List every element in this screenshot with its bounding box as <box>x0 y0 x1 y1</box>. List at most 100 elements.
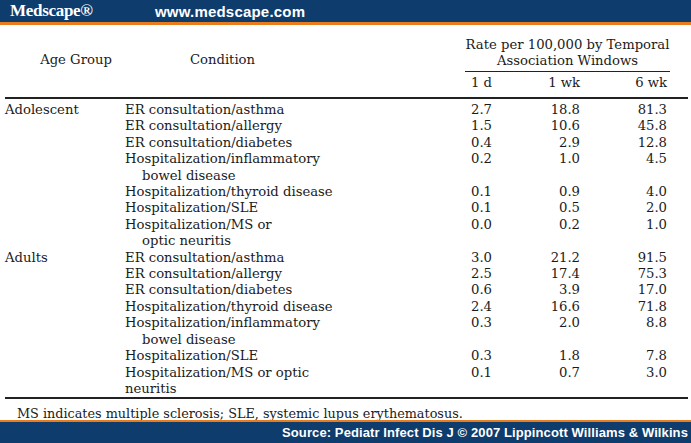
column-header-age-group: Age Group <box>5 30 125 98</box>
value-6wk: 91.5 <box>580 250 688 266</box>
value-6wk: 3.0 <box>580 365 688 399</box>
condition-cell: Hospitalization/inflammatory bowel diseas… <box>125 151 350 184</box>
value-6wk: 12.8 <box>580 135 688 151</box>
table-row: ER consultation/diabetes 0.6 3.9 17.0 <box>5 282 688 298</box>
table-row: Hospitalization/SLE 0.3 1.8 7.8 <box>5 348 688 364</box>
age-group-cell <box>5 365 125 399</box>
condition-cell: Hospitalization/SLE <box>125 200 350 216</box>
condition-text: Hospitalization/MS or <box>125 217 272 232</box>
table-row: Adults ER consultation/asthma 3.0 21.2 9… <box>5 250 688 266</box>
value-1wk: 0.9 <box>492 184 580 200</box>
value-1d: 0.0 <box>350 217 492 250</box>
age-group-cell <box>5 118 125 134</box>
table-row: Hospitalization/thyroid disease 0.1 0.9 … <box>5 184 688 200</box>
medscape-url: www.medscape.com <box>155 3 305 20</box>
condition-cell: Hospitalization/thyroid disease <box>125 299 350 315</box>
value-1wk: 18.8 <box>492 98 580 118</box>
condition-text: Hospitalization/inflammatory <box>125 151 320 166</box>
value-6wk: 81.3 <box>580 98 688 118</box>
table-row: Hospitalization/SLE 0.1 0.5 2.0 <box>5 200 688 216</box>
condition-text: Hospitalization/MS or optic neuritis <box>125 365 309 396</box>
value-1d: 0.3 <box>350 315 492 348</box>
condition-cell: Hospitalization/SLE <box>125 348 350 364</box>
value-6wk: 8.8 <box>580 315 688 348</box>
table-row: Hospitalization/inflammatory bowel diseas… <box>5 151 688 184</box>
value-6wk: 4.5 <box>580 151 688 184</box>
value-6wk: 45.8 <box>580 118 688 134</box>
value-1wk: 0.2 <box>492 217 580 250</box>
condition-text-line2: bowel disease <box>125 168 350 184</box>
value-6wk: 17.0 <box>580 282 688 298</box>
condition-text-line2: optic neuritis <box>125 233 350 249</box>
value-6wk: 7.8 <box>580 348 688 364</box>
value-1wk: 1.8 <box>492 348 580 364</box>
condition-cell: ER consultation/allergy <box>125 118 350 134</box>
value-6wk: 75.3 <box>580 266 688 282</box>
table-row: Hospitalization/thyroid disease 2.4 16.6… <box>5 299 688 315</box>
value-1d: 0.6 <box>350 282 492 298</box>
age-group-cell: Adults <box>5 250 125 266</box>
condition-text: ER consultation/asthma <box>125 250 284 265</box>
value-6wk: 4.0 <box>580 184 688 200</box>
column-header-6wk: 6 wk <box>580 72 688 98</box>
value-6wk: 71.8 <box>580 299 688 315</box>
age-group-cell <box>5 348 125 364</box>
condition-cell: ER consultation/asthma <box>125 98 350 118</box>
condition-text: ER consultation/diabetes <box>125 135 292 150</box>
table-row: ER consultation/allergy 2.5 17.4 75.3 <box>5 266 688 282</box>
value-1wk: 2.0 <box>492 315 580 348</box>
value-1wk: 1.0 <box>492 151 580 184</box>
age-group-cell: Adolescent <box>5 98 125 118</box>
table-row: Hospitalization/MS or optic neuritis 0.1… <box>5 365 688 399</box>
condition-cell: ER consultation/asthma <box>125 250 350 266</box>
value-1d: 2.5 <box>350 266 492 282</box>
column-header-1d: 1 d <box>350 72 492 98</box>
age-group-cell <box>5 299 125 315</box>
value-1wk: 0.7 <box>492 365 580 399</box>
value-1d: 3.0 <box>350 250 492 266</box>
value-1wk: 21.2 <box>492 250 580 266</box>
condition-cell: ER consultation/diabetes <box>125 282 350 298</box>
condition-cell: Hospitalization/inflammatorybowel diseas… <box>125 315 350 348</box>
value-1d: 0.1 <box>350 200 492 216</box>
table-row: ER consultation/allergy 1.5 10.6 45.8 <box>5 118 688 134</box>
medscape-slide: Medscape® www.medscape.com Age Group Con… <box>0 0 691 443</box>
value-1d: 2.7 <box>350 98 492 118</box>
age-group-cell <box>5 266 125 282</box>
age-group-cell <box>5 282 125 298</box>
age-group-cell <box>5 184 125 200</box>
age-group-cell <box>5 200 125 216</box>
rate-group-label-line2: Association Windows <box>497 53 638 68</box>
condition-cell: Hospitalization/MS oroptic neuritis <box>125 217 350 250</box>
table-row: ER consultation/diabetes 0.4 2.9 12.8 <box>5 135 688 151</box>
value-1wk: 17.4 <box>492 266 580 282</box>
age-group-cell <box>5 135 125 151</box>
condition-cell: Hospitalization/MS or optic neuritis <box>125 365 350 399</box>
value-1d: 0.4 <box>350 135 492 151</box>
condition-text: ER consultation/diabetes <box>125 282 292 297</box>
value-1wk: 16.6 <box>492 299 580 315</box>
table-row: Hospitalization/MS oroptic neuritis 0.0 … <box>5 217 688 250</box>
rate-table-body: Adolescent ER consultation/asthma 2.7 18… <box>5 98 688 398</box>
value-1wk: 3.9 <box>492 282 580 298</box>
medscape-logo: Medscape® <box>10 1 155 21</box>
condition-cell: ER consultation/allergy <box>125 266 350 282</box>
medscape-header-bar: Medscape® www.medscape.com <box>0 0 691 25</box>
value-1wk: 0.5 <box>492 200 580 216</box>
condition-text: ER consultation/allergy <box>125 118 282 133</box>
column-header-1wk: 1 wk <box>492 72 580 98</box>
condition-text: ER consultation/allergy <box>125 266 282 281</box>
source-citation: Source: Pediatr Infect Dis J © 2007 Lipp… <box>282 425 691 440</box>
value-1d: 0.3 <box>350 348 492 364</box>
value-1d: 1.5 <box>350 118 492 134</box>
condition-text: Hospitalization/SLE <box>125 200 258 215</box>
rate-table: Age Group Condition Rate per 100,000 by … <box>5 30 688 399</box>
rate-table-header: Age Group Condition Rate per 100,000 by … <box>5 30 688 98</box>
table-row: Hospitalization/inflammatorybowel diseas… <box>5 315 688 348</box>
condition-text: Hospitalization/thyroid disease <box>125 184 333 199</box>
column-header-rate-group: Rate per 100,000 by Temporal Association… <box>350 30 688 72</box>
value-1d: 0.2 <box>350 151 492 184</box>
rate-group-label-line1: Rate per 100,000 by Temporal <box>466 37 670 52</box>
value-1d: 0.1 <box>350 365 492 399</box>
column-header-condition: Condition <box>125 30 350 98</box>
